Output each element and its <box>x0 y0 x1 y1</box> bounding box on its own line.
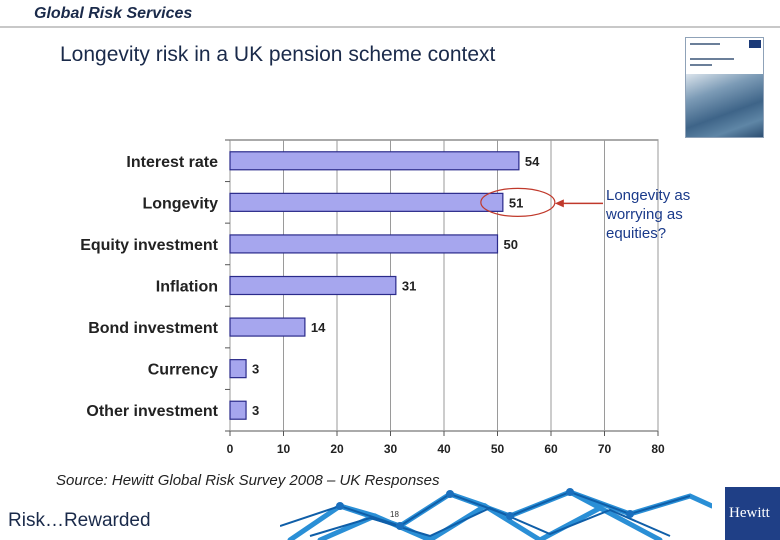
slide-title: Longevity risk in a UK pension scheme co… <box>60 43 496 66</box>
category-label: Inflation <box>156 279 218 296</box>
x-tick-label: 80 <box>651 442 665 456</box>
data-label: 51 <box>509 195 523 210</box>
category-label: Interest rate <box>126 154 218 171</box>
cover-text-line <box>690 43 720 45</box>
data-label: 54 <box>525 154 540 169</box>
data-label: 3 <box>252 362 259 377</box>
survey-cover-image <box>685 37 764 138</box>
x-tick-label: 0 <box>227 442 234 456</box>
annotation-line: equities? <box>606 225 667 242</box>
footer-tagline: Risk…Rewarded <box>8 510 151 531</box>
header-title: Global Risk Services <box>34 5 193 22</box>
annotation-arrowhead <box>554 199 564 208</box>
lattice-structure-image <box>280 488 712 540</box>
bar <box>229 400 247 420</box>
bar <box>229 317 306 337</box>
bar <box>229 151 520 171</box>
x-tick-label: 70 <box>598 442 612 456</box>
x-tick-label: 10 <box>277 442 291 456</box>
bar <box>229 234 499 254</box>
category-label: Longevity <box>142 195 218 212</box>
annotation-line: Longevity as <box>606 187 691 204</box>
bar <box>229 192 504 212</box>
data-label: 14 <box>311 320 326 335</box>
page-number: 18 <box>390 510 399 519</box>
x-tick-label: 30 <box>384 442 398 456</box>
cover-header <box>686 38 763 74</box>
source-note: Source: Hewitt Global Risk Survey 2008 –… <box>56 472 440 489</box>
cover-text-line <box>690 64 712 66</box>
cover-logo <box>749 40 761 48</box>
chart-bars <box>229 151 520 420</box>
data-label: 3 <box>252 403 259 418</box>
x-tick-label: 60 <box>544 442 558 456</box>
x-tick-label: 20 <box>330 442 344 456</box>
header-divider <box>0 26 780 28</box>
category-label: Bond investment <box>88 320 218 337</box>
bar <box>229 359 247 379</box>
bar <box>229 275 397 296</box>
hewitt-logo: Hewitt <box>725 487 780 540</box>
x-tick-label: 50 <box>491 442 505 456</box>
category-label: Equity investment <box>80 237 218 254</box>
data-label: 50 <box>504 237 518 252</box>
x-tick-label: 40 <box>437 442 451 456</box>
chart-labels: 0 10 20 30 40 50 60 70 80 Interest rate 54 Longevit… <box>80 154 665 456</box>
data-label: 31 <box>402 279 416 294</box>
category-label: Currency <box>148 362 218 379</box>
logo-text: Hewitt <box>729 505 770 521</box>
annotation-line: worrying as <box>606 206 683 223</box>
annotation-text: Longevity as worrying as equities? <box>606 186 690 243</box>
cover-sky-image <box>686 74 763 137</box>
cover-text-line <box>690 58 734 60</box>
longevity-highlight-ellipse <box>480 187 556 217</box>
category-label: Other investment <box>86 403 218 420</box>
